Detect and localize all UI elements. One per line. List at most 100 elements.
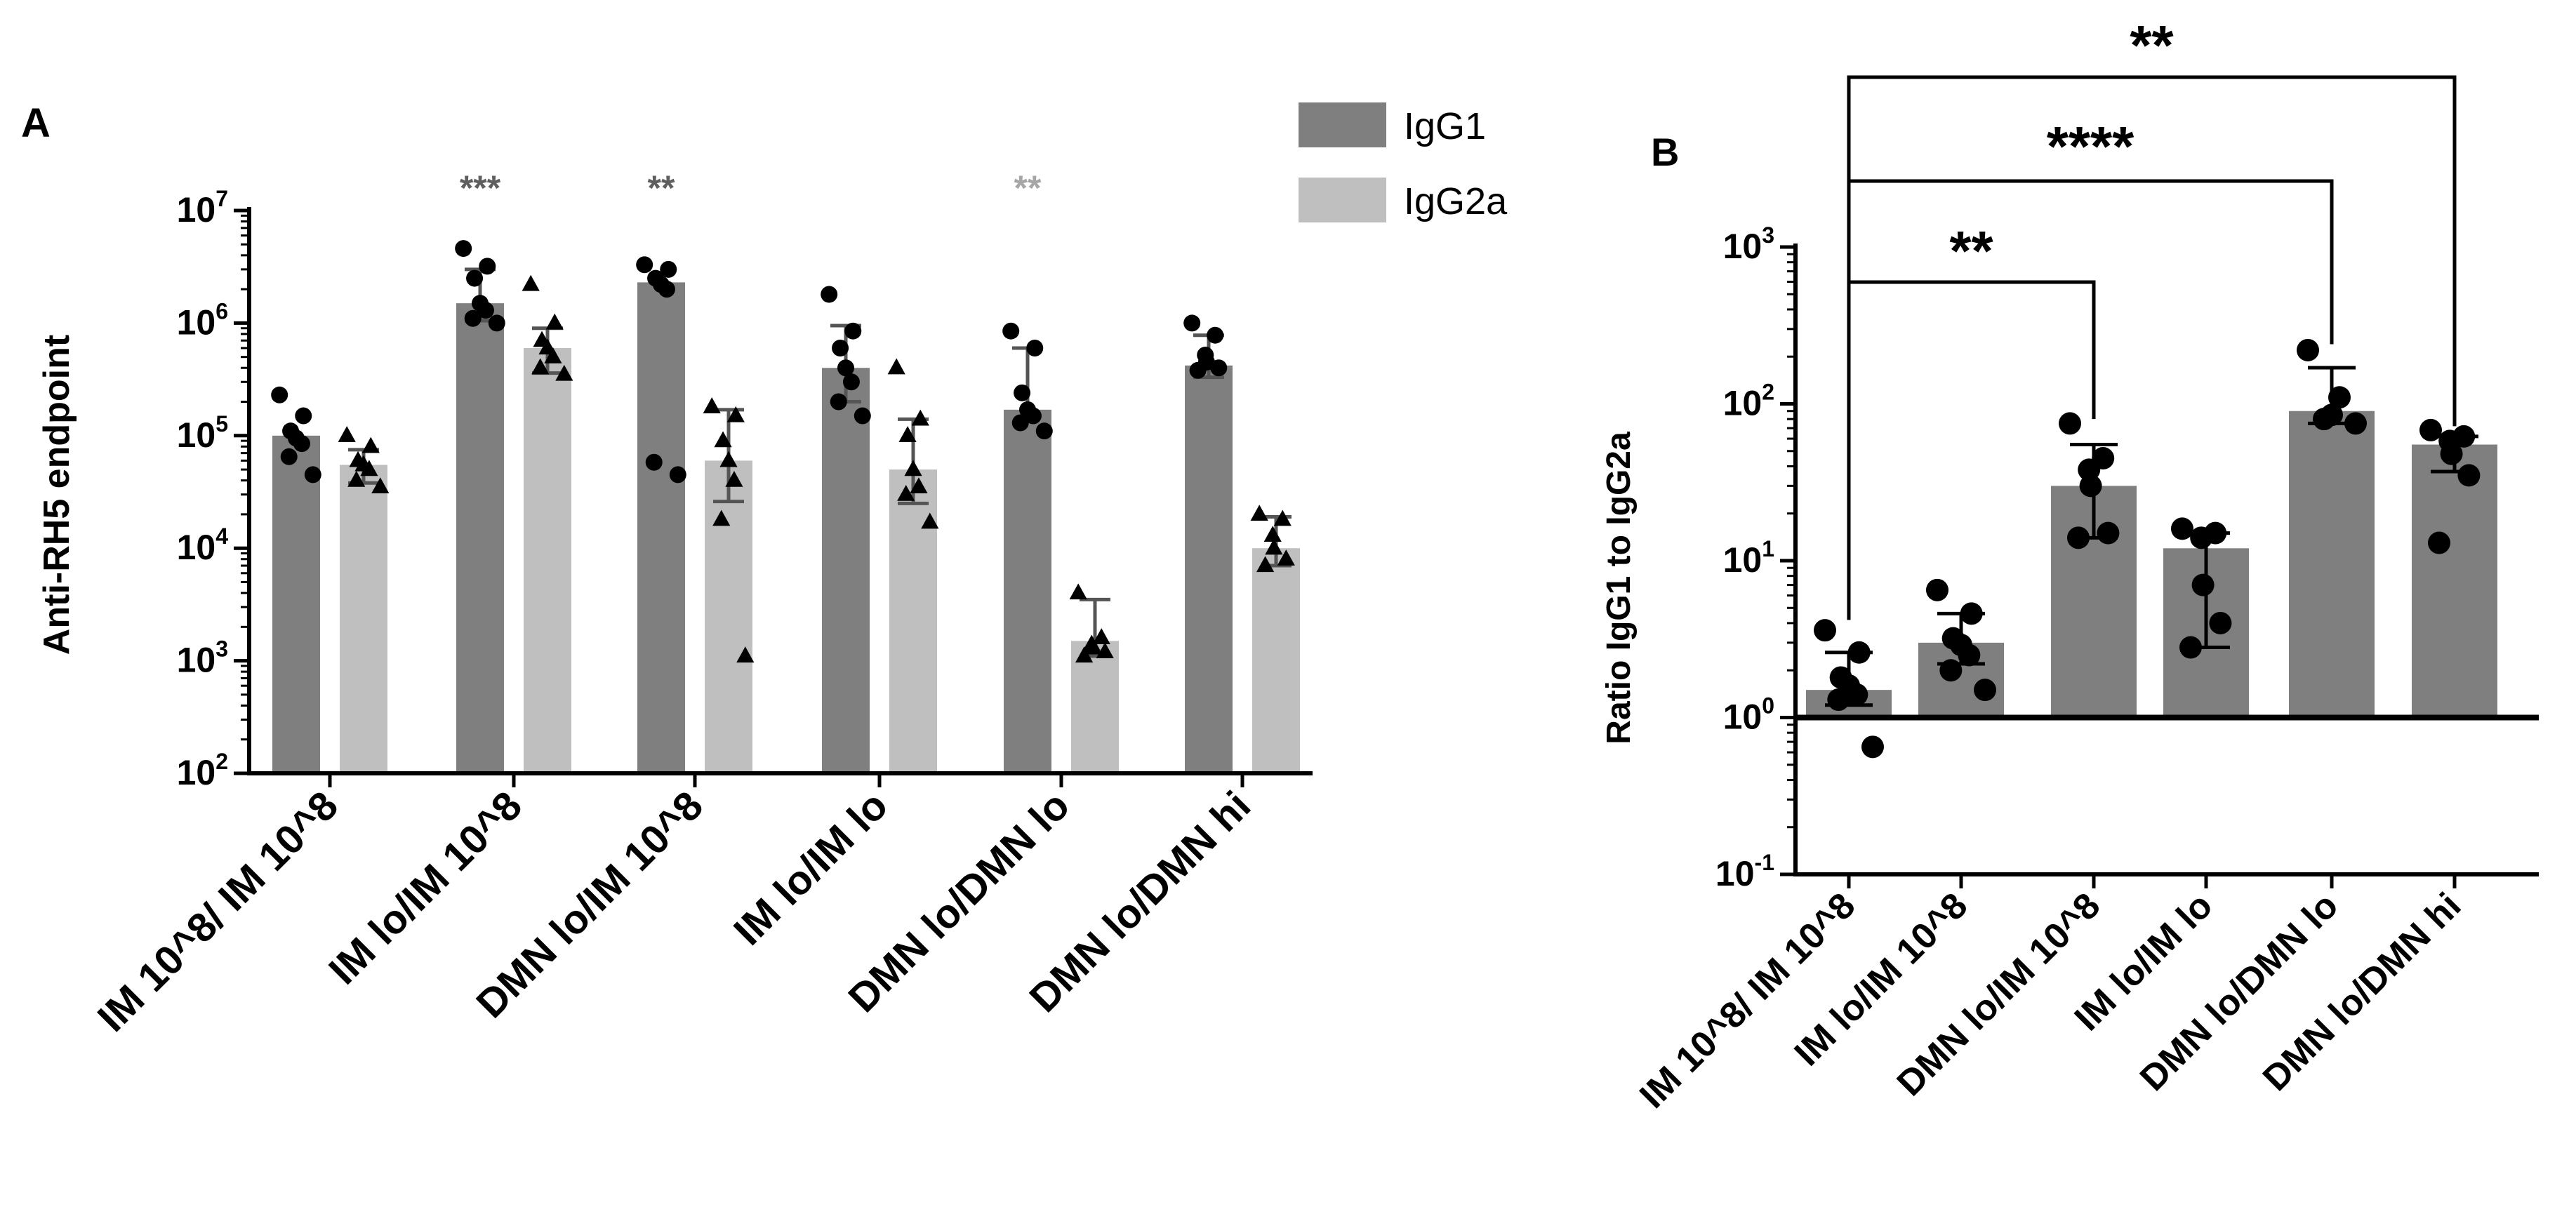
data-point-ratio-im-lo-im-lo bbox=[2191, 573, 2215, 596]
bar-igg2a-dmn-lo-im-10-8 bbox=[705, 460, 752, 773]
significance-bracket bbox=[1847, 75, 2457, 620]
data-point-igg2a-im-lo-im-lo bbox=[910, 477, 928, 494]
data-point-igg2a-dmn-lo-im-10-8 bbox=[712, 509, 731, 526]
data-point-igg1-im-lo-im-10-8 bbox=[477, 302, 494, 319]
data-point-ratio-dmn-lo-dmn-hi bbox=[2440, 442, 2463, 465]
data-point-ratio-im-lo-im-lo bbox=[2190, 526, 2213, 549]
bar-igg1-dmn-lo-dmn-lo bbox=[1004, 409, 1051, 773]
data-point-ratio-dmn-lo-im-10-8 bbox=[2097, 521, 2120, 545]
data-point-ratio-im-10-8-im-10-8 bbox=[1845, 683, 1868, 706]
data-point-igg2a-dmn-lo-dmn-hi bbox=[1250, 505, 1268, 521]
data-point-ratio-im-lo-im-10-8 bbox=[1926, 578, 1948, 601]
data-point-igg1-im-10-8-im-10-8 bbox=[295, 407, 312, 425]
data-point-ratio-im-lo-im-10-8 bbox=[1974, 679, 1996, 702]
data-point-igg1-dmn-lo-dmn-hi bbox=[1207, 326, 1224, 344]
data-point-igg1-im-lo-im-lo bbox=[830, 393, 847, 411]
data-point-igg1-dmn-lo-dmn-lo bbox=[1011, 414, 1029, 432]
bar-igg1-dmn-lo-im-10-8 bbox=[637, 282, 685, 773]
panel-a-tick-label: 104 bbox=[177, 524, 229, 567]
data-point-igg2a-im-lo-im-lo bbox=[897, 484, 915, 501]
data-point-ratio-im-lo-im-lo bbox=[2171, 517, 2193, 540]
data-point-igg1-im-lo-im-10-8 bbox=[464, 309, 482, 327]
data-point-igg1-dmn-lo-im-10-8 bbox=[660, 260, 677, 278]
data-point-igg2a-dmn-lo-dmn-hi bbox=[1277, 549, 1295, 566]
legend-swatch-igg1 bbox=[1299, 102, 1386, 147]
data-point-ratio-dmn-lo-dmn-hi bbox=[2457, 464, 2481, 487]
data-point-igg1-dmn-lo-dmn-lo bbox=[1014, 384, 1031, 401]
bar-ratio-dmn-lo-dmn-hi bbox=[2412, 444, 2497, 718]
data-point-igg1-im-lo-im-lo bbox=[854, 407, 871, 425]
bar-ratio-dmn-lo-dmn-lo bbox=[2289, 411, 2375, 718]
data-point-igg1-im-10-8-im-10-8 bbox=[293, 435, 310, 453]
panel-a-label: A bbox=[21, 100, 51, 146]
data-point-igg2a-im-lo-im-10-8 bbox=[555, 364, 573, 381]
data-point-igg1-dmn-lo-dmn-hi bbox=[1189, 361, 1207, 379]
data-point-igg2a-dmn-lo-dmn-hi bbox=[1273, 509, 1292, 526]
data-point-ratio-im-10-8-im-10-8 bbox=[1827, 688, 1850, 712]
data-point-igg2a-dmn-lo-im-10-8 bbox=[719, 451, 738, 467]
data-point-igg1-dmn-lo-dmn-lo bbox=[1026, 339, 1044, 356]
data-point-ratio-dmn-lo-dmn-lo bbox=[2328, 386, 2351, 409]
panel-a-tick-label: 107 bbox=[177, 186, 228, 229]
panel-a-significance-annotation: ** bbox=[648, 168, 675, 208]
data-point-igg2a-im-lo-im-10-8 bbox=[544, 347, 562, 364]
data-point-igg1-im-10-8-im-10-8 bbox=[271, 386, 288, 404]
data-point-igg2a-im-lo-im-lo bbox=[911, 409, 929, 426]
data-point-igg2a-dmn-lo-dmn-lo bbox=[1096, 642, 1114, 659]
bar-igg2a-dmn-lo-dmn-lo bbox=[1071, 641, 1119, 773]
data-point-igg2a-im-lo-im-10-8 bbox=[531, 358, 550, 375]
data-point-ratio-im-lo-im-10-8 bbox=[1960, 602, 1983, 625]
data-point-igg2a-dmn-lo-dmn-hi bbox=[1265, 538, 1283, 555]
data-point-igg2a-dmn-lo-im-10-8 bbox=[703, 397, 721, 413]
data-point-igg2a-im-10-8-im-10-8 bbox=[361, 436, 380, 453]
data-point-igg2a-dmn-lo-im-10-8 bbox=[725, 470, 743, 487]
data-point-ratio-dmn-lo-dmn-lo bbox=[2297, 338, 2319, 361]
panel-b-tick-label: 102 bbox=[1723, 380, 1774, 423]
data-point-igg2a-dmn-lo-im-10-8 bbox=[726, 406, 745, 422]
data-point-igg1-im-lo-im-10-8 bbox=[455, 240, 472, 258]
panel-b-tick-label: 100 bbox=[1723, 693, 1774, 737]
data-point-igg1-im-lo-im-10-8 bbox=[466, 269, 484, 287]
data-point-igg1-im-lo-im-lo bbox=[832, 339, 849, 356]
data-point-igg1-dmn-lo-im-10-8 bbox=[669, 466, 686, 484]
data-point-igg1-im-10-8-im-10-8 bbox=[304, 466, 321, 484]
data-point-igg2a-im-lo-im-10-8 bbox=[545, 313, 564, 330]
bar-igg2a-dmn-lo-dmn-hi bbox=[1252, 548, 1300, 773]
bar-igg2a-im-10-8-im-10-8 bbox=[340, 465, 387, 773]
data-point-igg2a-im-lo-im-lo bbox=[921, 512, 939, 529]
panel-a-tick-label: 102 bbox=[177, 749, 228, 792]
legend-label-igg2a: IgG2a bbox=[1404, 180, 1508, 222]
panel-a-tick-label: 105 bbox=[177, 411, 228, 455]
legend-label-igg1: IgG1 bbox=[1404, 105, 1486, 147]
data-point-igg2a-im-10-8-im-10-8 bbox=[360, 460, 378, 476]
panel-b-y-axis-label: Ratio IgG1 to IgG2a bbox=[1600, 432, 1638, 745]
data-point-ratio-dmn-lo-dmn-hi bbox=[2428, 531, 2450, 554]
data-point-igg1-dmn-lo-dmn-hi bbox=[1183, 314, 1201, 332]
data-point-igg2a-im-lo-im-lo bbox=[887, 358, 905, 375]
data-point-igg1-im-lo-im-10-8 bbox=[479, 258, 496, 275]
panel-b-label: B bbox=[1651, 130, 1679, 174]
data-point-ratio-im-10-8-im-10-8 bbox=[1814, 619, 1836, 642]
data-point-igg1-dmn-lo-im-10-8 bbox=[636, 256, 653, 274]
data-point-igg1-dmn-lo-dmn-lo bbox=[1002, 322, 1020, 340]
data-point-igg2a-dmn-lo-dmn-lo bbox=[1092, 628, 1110, 644]
data-point-igg1-im-lo-im-lo bbox=[821, 286, 838, 303]
significance-label: ** bbox=[2130, 14, 2174, 76]
data-point-ratio-dmn-lo-dmn-lo bbox=[2313, 408, 2335, 431]
panel-b-category-label-im-10-8-im-10-8: IM 10^8/ IM 10^8 bbox=[1632, 885, 1863, 1116]
panel-a-category-label-im-10-8-im-10-8: IM 10^8/ IM 10^8 bbox=[89, 782, 347, 1040]
data-point-igg1-dmn-lo-im-10-8 bbox=[658, 281, 675, 298]
data-point-igg2a-im-lo-im-lo bbox=[904, 460, 922, 476]
significance-label: ** bbox=[1949, 220, 1993, 282]
data-point-ratio-im-10-8-im-10-8 bbox=[1847, 641, 1871, 664]
data-point-igg1-im-10-8-im-10-8 bbox=[280, 448, 298, 465]
bar-igg1-im-10-8-im-10-8 bbox=[272, 435, 320, 773]
data-point-igg2a-dmn-lo-dmn-lo bbox=[1075, 646, 1094, 663]
panel-a-legend: IgG1 IgG2a bbox=[1299, 102, 1508, 222]
data-point-ratio-dmn-lo-im-10-8 bbox=[2079, 474, 2102, 498]
legend-swatch-igg2a bbox=[1299, 178, 1386, 222]
